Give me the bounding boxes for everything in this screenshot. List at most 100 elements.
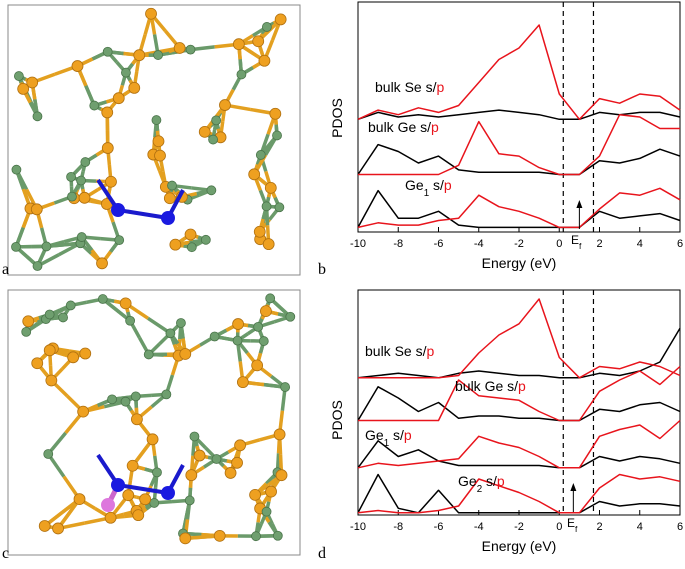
atom: [111, 478, 125, 492]
x-tick-label: -10: [350, 521, 366, 533]
atom: [33, 262, 42, 271]
atom: [276, 470, 287, 481]
atom: [275, 14, 286, 25]
atom: [266, 486, 277, 497]
annotation: bulk Ge s/p: [368, 119, 439, 135]
atom: [80, 348, 91, 359]
annotation-part: bulk Ge s/: [455, 378, 518, 394]
atom: [144, 350, 153, 359]
atom: [42, 242, 51, 251]
atom: [250, 489, 261, 500]
annotation: Ef: [567, 516, 578, 534]
x-tick-label: 0: [556, 521, 562, 533]
atom: [45, 310, 54, 319]
atom: [252, 532, 261, 541]
pdos-line: [358, 475, 680, 513]
atom: [274, 429, 285, 440]
x-tick-label: -8: [393, 238, 403, 250]
atom: [176, 318, 185, 327]
atom: [180, 533, 191, 544]
panel-label: a: [2, 261, 9, 278]
annotation-part: bulk Se s/: [375, 79, 437, 95]
y-axis-label: PDOS: [329, 98, 345, 138]
atom: [113, 93, 124, 104]
pdos-line: [358, 25, 680, 119]
x-tick-label: 4: [637, 521, 643, 533]
atom: [201, 235, 210, 244]
x-tick-label: 4: [637, 238, 643, 250]
atom: [237, 70, 246, 79]
atom: [18, 83, 29, 94]
annotation: bulk Se s/p: [375, 79, 444, 95]
atom: [174, 42, 185, 53]
atom: [131, 392, 140, 401]
atom: [186, 470, 197, 481]
atom: [233, 336, 242, 345]
atom: [161, 486, 175, 500]
atom: [262, 507, 271, 516]
x-axis-label: Energy (eV): [482, 538, 557, 554]
atom: [252, 360, 263, 371]
annotation-part: f: [575, 524, 578, 534]
atom: [190, 432, 199, 441]
annotation-part: p: [518, 378, 526, 394]
atom: [154, 150, 165, 161]
atom: [281, 383, 290, 392]
atom: [102, 143, 113, 154]
annotation: Ge1 s/p: [405, 177, 452, 199]
annotation-part: Ge: [405, 177, 424, 193]
atom: [108, 395, 117, 404]
annotation-part: bulk Ge s/: [368, 119, 431, 135]
annotation-part: p: [404, 427, 412, 443]
annotation-part: p: [426, 343, 434, 359]
atom: [286, 312, 295, 321]
x-tick-label: -8: [393, 521, 403, 533]
annotation: Ge2 s/p: [458, 473, 505, 495]
x-tick-label: 2: [596, 521, 602, 533]
x-axis-label: Energy (eV): [482, 255, 557, 271]
atom: [263, 239, 274, 250]
atom: [23, 316, 34, 327]
atom: [254, 322, 263, 331]
atom: [90, 101, 99, 110]
atom: [105, 512, 116, 523]
pdos-line: [358, 441, 680, 468]
atom: [31, 204, 42, 215]
atom: [150, 498, 159, 507]
pdos-line: [358, 299, 680, 378]
atom: [254, 226, 265, 237]
atom: [170, 239, 181, 250]
atom: [207, 186, 216, 195]
atom: [225, 467, 236, 478]
atom: [98, 295, 107, 304]
panel-label: c: [2, 545, 9, 562]
atom: [44, 345, 55, 356]
atom: [126, 316, 135, 325]
atom: [111, 203, 125, 217]
annotation-part: s/: [429, 177, 444, 193]
atom: [260, 306, 271, 317]
atom: [273, 531, 282, 540]
atom: [212, 116, 221, 125]
pdos-line: [358, 145, 680, 175]
atom: [152, 468, 161, 477]
atom: [46, 375, 57, 386]
atom: [233, 39, 244, 50]
atom: [147, 434, 158, 445]
atom: [249, 169, 260, 180]
atom: [154, 51, 163, 60]
atom: [78, 406, 89, 417]
x-tick-label: 6: [677, 521, 683, 533]
atom: [77, 233, 86, 242]
atom: [105, 176, 116, 187]
atom: [101, 498, 115, 512]
x-tick-label: -2: [514, 238, 524, 250]
atom: [199, 126, 210, 137]
annotation-part: p: [444, 177, 452, 193]
atom: [273, 131, 282, 140]
atom: [72, 61, 83, 72]
x-tick-label: -4: [474, 521, 484, 533]
atom: [237, 377, 248, 388]
atom: [12, 242, 21, 251]
